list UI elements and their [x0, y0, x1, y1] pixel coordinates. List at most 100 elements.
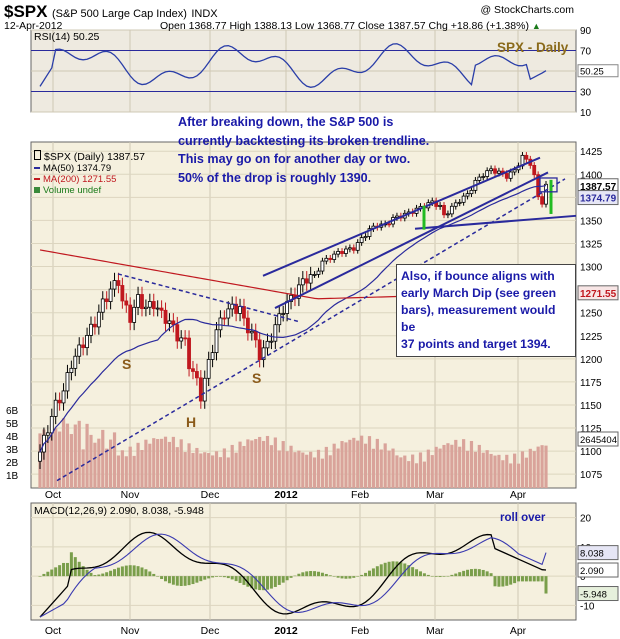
- candle-body: [261, 347, 266, 361]
- volume-bar: [65, 423, 70, 488]
- macd-hist-bar: [328, 575, 332, 577]
- signal-tag: 2.090: [580, 566, 604, 577]
- macd-hist-bar: [128, 565, 132, 577]
- channel-upper-line: [262, 156, 541, 277]
- price-tick-label: 1400: [580, 170, 603, 181]
- candle-body: [140, 294, 144, 310]
- volume-bar: [473, 451, 477, 488]
- candle-body: [281, 313, 286, 315]
- volume-bar: [489, 453, 493, 488]
- volume-bar: [93, 442, 97, 488]
- macd-hist-bar: [93, 575, 97, 577]
- candle-body: [194, 371, 199, 379]
- month-label: Apr: [510, 625, 527, 637]
- candle-body: [328, 257, 333, 260]
- candle-body: [347, 247, 352, 250]
- month-label: Nov: [121, 489, 140, 501]
- macd-hist-bar: [273, 576, 277, 587]
- candle-body: [544, 183, 548, 205]
- macd-hist-bar: [340, 576, 344, 579]
- candle-body: [238, 306, 242, 314]
- volume-bar: [513, 453, 517, 488]
- analysis-note: After breaking down, the S&P 500 is curr…: [178, 113, 429, 187]
- volume-bar: [438, 448, 442, 488]
- hist-tag-bg: [577, 586, 619, 602]
- candle-body: [191, 368, 195, 372]
- month-label: Oct: [45, 489, 61, 501]
- up-arrow-icon: ▲: [531, 21, 541, 31]
- volume-bar: [109, 439, 113, 488]
- candle-body: [540, 196, 544, 205]
- volume-tick-label: 3B: [6, 445, 19, 456]
- macd-hist-bar: [89, 572, 93, 577]
- month-label: 2012: [274, 625, 298, 637]
- volume-bar: [214, 451, 219, 488]
- volume-bar: [101, 429, 105, 488]
- price-tick-label: 1325: [580, 239, 603, 250]
- candle-body: [210, 352, 215, 360]
- macd-hist-bar: [497, 576, 501, 587]
- neckline-dashed: [117, 273, 301, 323]
- macd-hist-bar: [520, 576, 524, 582]
- month-label: Nov: [121, 625, 140, 637]
- volume-bar: [195, 447, 199, 488]
- ma200-tag-bg: [577, 285, 619, 301]
- volume-bar: [58, 431, 62, 488]
- volume-bar: [411, 454, 415, 488]
- candle-body: [351, 247, 356, 251]
- candle-body: [340, 251, 344, 254]
- volume-bar: [520, 451, 525, 488]
- macd-hist-bar: [69, 552, 73, 577]
- macd-hist-bar: [387, 561, 391, 577]
- macd-hist-bar: [320, 572, 324, 577]
- candle-body: [277, 313, 282, 326]
- volume-bar: [379, 449, 383, 488]
- macd-hist-bar: [403, 563, 407, 577]
- candle-body: [49, 416, 54, 434]
- volume-bar: [340, 441, 344, 488]
- exchange: INDX: [191, 8, 218, 20]
- volume-bar: [246, 439, 250, 488]
- volume-bar: [481, 452, 485, 488]
- candle-body: [104, 298, 109, 302]
- price-tick-label: 1150: [580, 401, 602, 412]
- volume-bar: [446, 443, 450, 488]
- rsi-label: RSI(14) 50.25: [34, 31, 100, 43]
- volume-bar: [395, 455, 399, 488]
- candle-body: [532, 165, 537, 176]
- volume-bar: [238, 441, 242, 488]
- macd-hist-bar: [65, 562, 69, 577]
- candle-body: [198, 377, 203, 402]
- volume-bar: [136, 442, 140, 488]
- legend-price-text: $SPX (Daily) 1387.57: [44, 151, 145, 163]
- macd-hist-bar: [281, 576, 285, 583]
- macd-hist-bar: [367, 570, 371, 577]
- macd-hist-bar: [532, 576, 536, 582]
- candle-body: [257, 339, 262, 361]
- macd-hist-bar: [85, 569, 89, 577]
- volume-bar: [89, 434, 93, 488]
- candle-body: [485, 170, 490, 177]
- volume-bar: [501, 460, 505, 488]
- volume-bar: [187, 443, 191, 488]
- candle-body: [112, 280, 117, 290]
- month-label: 2012: [274, 489, 298, 501]
- candle-body: [234, 303, 239, 314]
- macd-hist-bar: [501, 576, 505, 587]
- candle-body: [163, 309, 168, 324]
- macd-hist-bar: [73, 557, 77, 577]
- volume-bar: [254, 439, 258, 488]
- macd-hist-bar: [344, 576, 348, 579]
- macd-hist-bar: [509, 576, 513, 585]
- macd-hist-bar: [395, 561, 399, 577]
- macd-hist-bar: [407, 565, 411, 577]
- volume-bar: [97, 438, 101, 488]
- volume-bar: [407, 461, 411, 488]
- volume-bar: [218, 457, 223, 488]
- candle-body: [493, 168, 497, 174]
- ma50-tag: 1374.79: [580, 194, 617, 205]
- volume-bar: [128, 446, 132, 488]
- volume-bar: [540, 445, 544, 488]
- rsi-tick-label: 70: [580, 47, 592, 58]
- candle-body: [136, 294, 140, 308]
